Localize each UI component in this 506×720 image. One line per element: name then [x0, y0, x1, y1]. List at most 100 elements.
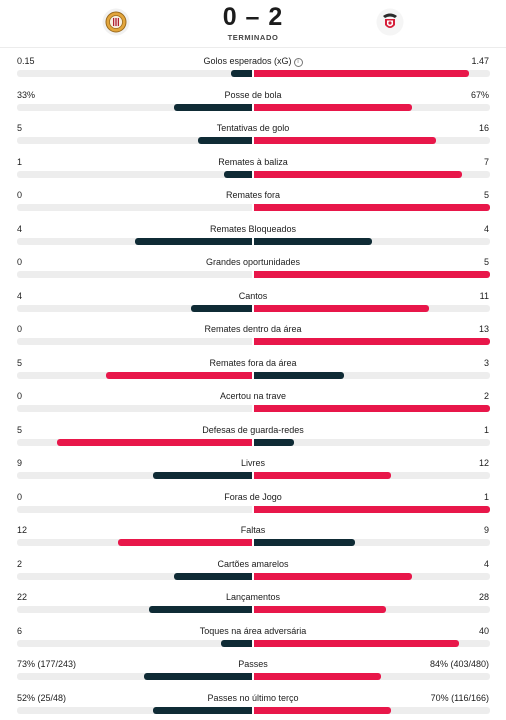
stat-away-bar-track — [254, 572, 490, 580]
stat-away-bar-fill — [254, 639, 460, 647]
stat-away-bar-fill — [254, 103, 413, 111]
stat-home-value: 0 — [17, 190, 23, 200]
stat-away-value: 2 — [483, 391, 489, 401]
stat-row: 1 Remates à baliza 7 — [0, 153, 506, 187]
stat-home-value: 4 — [17, 223, 23, 234]
stat-away-bar-fill — [254, 70, 469, 77]
stat-label-text: Remates fora da área — [209, 357, 297, 368]
stat-away-value: 4 — [483, 558, 489, 569]
stat-away-bar-track — [254, 170, 490, 178]
stat-label-text: Acertou na trave — [219, 391, 287, 401]
stat-row: 4 Remates Bloqueados 4 — [0, 220, 506, 254]
stat-away-value: 16 — [478, 123, 489, 133]
stat-row: 22 Lançamentos 28 — [0, 588, 506, 622]
stat-label-text: Remates dentro da área — [204, 324, 302, 334]
stat-away-bar-track — [254, 438, 490, 446]
stat-label-text: Passes — [238, 659, 268, 669]
stat-row: 5 Tentativas de golo 16 — [0, 119, 506, 153]
stat-label-text: Golos esperados (xG) — [203, 56, 292, 66]
stat-label-text: Remates à baliza — [218, 156, 288, 167]
stat-home-bar-track — [17, 505, 252, 513]
stat-label-text: Foras de Jogo — [224, 491, 282, 502]
stat-away-bar-fill — [254, 338, 490, 345]
stat-home-bar-track — [17, 304, 252, 312]
stat-away-value: 4 — [483, 223, 489, 234]
stat-away-value: 3 — [483, 357, 489, 368]
stat-row: 6 Toques na área adversária 40 — [0, 622, 506, 656]
stat-row: 0 Remates fora 5 — [0, 186, 506, 220]
stat-home-value: 52% (25/48) — [17, 692, 67, 703]
stat-home-value: 1 — [17, 156, 23, 167]
stat-label-text: Lançamentos — [225, 592, 281, 602]
stat-home-value: 0 — [17, 491, 23, 502]
stat-label: Remates Bloqueados — [0, 224, 506, 234]
stat-home-bar-fill — [143, 673, 252, 680]
info-icon[interactable]: i — [293, 58, 303, 67]
stat-away-value: 1.47 — [471, 56, 489, 66]
stat-home-bar-fill — [197, 137, 252, 144]
stat-away-value: 9 — [483, 525, 489, 535]
stat-label: Cartões amarelos — [0, 559, 506, 569]
stat-away-bar-fill — [254, 371, 344, 379]
stat-home-bar-track — [17, 338, 252, 345]
stat-row: 33% Posse de bola 67% — [0, 86, 506, 120]
stat-home-value: 6 — [17, 625, 23, 636]
stat-label: Posse de bola — [0, 90, 506, 100]
stat-label: Lançamentos — [0, 592, 506, 602]
stat-row: 52% (25/48) Passes no último terço 70% (11… — [0, 689, 506, 720]
stat-away-value: 13 — [478, 324, 489, 334]
stat-label-text: Defesas de guarda-redes — [202, 424, 304, 435]
stat-home-bar-fill — [118, 539, 252, 546]
stat-away-bar-fill — [254, 237, 372, 245]
stat-away-bar-track — [254, 606, 490, 613]
stat-away-value: 11 — [479, 290, 489, 301]
stat-label-text: Livres — [240, 458, 265, 468]
stat-away-value: 67% — [470, 89, 489, 100]
stat-away-bar-track — [254, 271, 490, 278]
stat-away-bar-track — [254, 338, 490, 345]
stat-home-value: 73% (177/243) — [17, 659, 77, 669]
stat-row: 0 Remates dentro da área 13 — [0, 320, 506, 354]
stat-row: 73% (177/243) Passes 84% (403/480) — [0, 655, 506, 689]
stat-away-bar-fill — [254, 572, 413, 580]
match-score: 0 – 2 — [222, 3, 284, 31]
stat-away-bar-track — [254, 539, 490, 546]
stat-away-bar-fill — [254, 505, 490, 513]
stat-label-text: Grandes oportunidades — [205, 257, 301, 267]
stat-label-text: Passes no último terço — [207, 692, 299, 703]
home-team-crest-icon[interactable] — [102, 8, 130, 36]
stat-home-bar-fill — [148, 606, 252, 613]
stat-away-bar-fill — [254, 673, 382, 680]
stat-home-bar-fill — [174, 572, 252, 580]
stat-away-bar-track — [254, 673, 490, 680]
stat-away-value: 84% (403/480) — [429, 659, 489, 669]
stat-away-bar-track — [254, 237, 490, 245]
stat-away-bar-fill — [254, 539, 356, 546]
benfica-eagle-crest-icon[interactable] — [376, 8, 404, 36]
stat-home-bar-track — [17, 137, 252, 144]
stat-home-value: 2 — [17, 558, 23, 569]
stat-away-bar-track — [254, 706, 490, 714]
stat-label: Remates dentro da área — [0, 324, 506, 334]
stat-away-bar-fill — [254, 204, 490, 211]
stat-label: Livres — [0, 458, 506, 468]
stat-label: Cantos — [0, 291, 506, 301]
stat-away-bar-track — [254, 505, 490, 513]
stat-label: Toques na área adversária — [0, 626, 506, 636]
stat-label-text: Cartões amarelos — [217, 558, 289, 569]
stat-away-bar-track — [254, 639, 490, 647]
stat-label: Remates à baliza — [0, 157, 506, 167]
stat-row: 12 Faltas 9 — [0, 521, 506, 555]
stat-home-bar-track — [17, 204, 252, 211]
stat-home-bar-fill — [106, 371, 252, 379]
stat-away-value: 70% (116/166) — [430, 692, 489, 703]
stat-home-value: 5 — [17, 424, 23, 435]
stat-away-bar-track — [254, 70, 490, 77]
stat-label: Passes — [0, 659, 506, 669]
stat-label: Grandes oportunidades — [0, 257, 506, 267]
match-status: TERMINADO — [227, 33, 279, 42]
stat-label: Foras de Jogo — [0, 492, 506, 502]
stat-home-bar-fill — [190, 304, 252, 312]
match-statistics-list: 0.15 Golos esperados (xG) i 1.47 33% Posse de… — [0, 52, 506, 720]
stat-row: 4 Cantos 11 — [0, 287, 506, 321]
